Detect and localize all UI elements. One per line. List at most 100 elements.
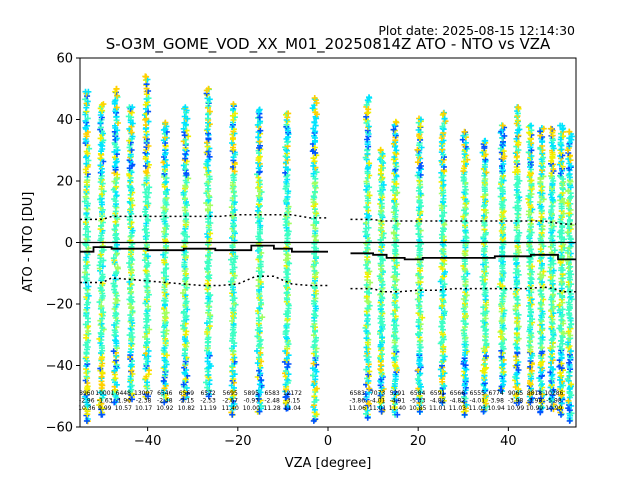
scatter-column — [81, 88, 93, 425]
scatter-point — [162, 179, 169, 186]
scatter-point — [98, 400, 105, 407]
scatter-point — [182, 182, 189, 189]
scatter-point — [283, 355, 290, 362]
scatter-column — [512, 104, 523, 407]
scatter-point — [312, 288, 319, 294]
scatter-point — [160, 269, 167, 276]
scatter-point — [313, 253, 319, 260]
scatter-point — [142, 162, 149, 169]
scatter-point — [144, 216, 151, 223]
scatter-point — [282, 222, 289, 229]
scatter-point — [206, 108, 213, 115]
scatter-point — [311, 258, 318, 265]
scatter-point — [182, 376, 189, 383]
scatter-point — [85, 299, 92, 306]
bin-stat-label: 7073 -4.01 11.01 — [369, 390, 386, 412]
scatter-point — [182, 104, 189, 111]
scatter-column — [564, 128, 575, 424]
scatter-point — [111, 139, 118, 146]
scatter-point — [85, 283, 92, 290]
scatter-column — [254, 106, 266, 415]
y-tick-label: −60 — [46, 421, 73, 436]
scatter-point — [100, 101, 107, 108]
scatter-point — [258, 249, 265, 256]
chart-title: S-O3M_GOME_VOD_XX_M01_20250814Z ATO - NT… — [106, 35, 551, 54]
scatter-point — [99, 271, 106, 278]
scatter-column — [362, 94, 374, 421]
scatter-point — [256, 138, 263, 145]
scatter-point — [311, 119, 318, 126]
scatter-point — [259, 314, 266, 321]
scatter-point — [231, 354, 238, 361]
scatter-point — [311, 206, 318, 213]
scatter-point — [145, 303, 152, 310]
scatter-point — [255, 174, 262, 181]
scatter-point — [229, 305, 236, 312]
scatter-point — [163, 309, 170, 316]
scatter-point — [128, 304, 135, 311]
scatter-point — [127, 206, 134, 212]
scatter-point — [255, 192, 262, 199]
scatter-point — [203, 379, 209, 386]
scatter-point — [285, 361, 292, 367]
scatter-point — [113, 320, 120, 327]
scatter-point — [160, 204, 167, 211]
scatter-point — [256, 381, 263, 388]
scatter-point — [82, 269, 89, 276]
scatter-column — [479, 137, 490, 415]
bin-stat-label: 6555 -4.01 11.03 — [469, 390, 486, 412]
scatter-point — [227, 278, 234, 285]
scatter-point — [311, 144, 318, 151]
scatter-point — [311, 188, 318, 195]
bin-stat-label: 9065 -3.98 10.99 — [507, 390, 524, 412]
scatter-point — [230, 172, 237, 179]
scatter-point — [99, 405, 106, 412]
scatter-point — [182, 166, 189, 172]
scatter-point — [97, 162, 104, 169]
scatter-point — [205, 212, 212, 219]
scatter-point — [161, 257, 168, 264]
scatter-point — [142, 334, 149, 340]
scatter-point — [185, 133, 192, 140]
y-tick-label: 40 — [56, 113, 73, 128]
scatter-point — [310, 332, 317, 339]
scatter-point — [142, 189, 149, 196]
scatter-point — [97, 135, 104, 142]
scatter-point — [143, 193, 150, 200]
scatter-point — [146, 326, 153, 333]
scatter-point — [283, 274, 290, 281]
scatter-point — [548, 372, 555, 379]
scatter-point — [283, 405, 290, 412]
scatter-point — [83, 160, 90, 167]
x-axis-label: VZA [degree] — [285, 456, 372, 471]
scatter-point — [180, 125, 187, 132]
scatter-point — [113, 230, 120, 237]
scatter-column — [125, 104, 136, 403]
scatter-point — [311, 311, 318, 318]
bin-stat-label: 10286 -5.98 10.99 — [544, 390, 563, 412]
scatter-point — [230, 233, 236, 240]
bin-stat-label: 6572 -2.53 11.19 — [200, 390, 217, 412]
scatter-point — [312, 225, 319, 232]
x-tick-label: −20 — [224, 434, 251, 449]
scatter-point — [160, 377, 167, 384]
scatter-point — [142, 267, 149, 274]
scatter-point — [206, 256, 213, 263]
scatter-point — [98, 303, 105, 310]
y-axis-label: ATO - NTO [DU] — [21, 192, 36, 293]
y-tick-label: −20 — [46, 298, 73, 313]
scatter-column — [414, 115, 426, 415]
x-tick-label: 0 — [324, 434, 332, 449]
scatter-point — [258, 269, 265, 276]
scatter-point — [258, 215, 264, 222]
scatter-point — [97, 340, 104, 346]
scatter-point — [129, 104, 136, 111]
bin-stat-label: 6584 -5.33 10.85 — [409, 390, 426, 412]
scatter-point — [257, 127, 264, 134]
x-tick-label: 20 — [410, 434, 427, 449]
scatter-point — [285, 110, 292, 117]
scatter-point — [145, 260, 152, 267]
scatter-point — [282, 368, 289, 375]
scatter-point — [146, 367, 152, 374]
scatter-point — [204, 206, 211, 213]
